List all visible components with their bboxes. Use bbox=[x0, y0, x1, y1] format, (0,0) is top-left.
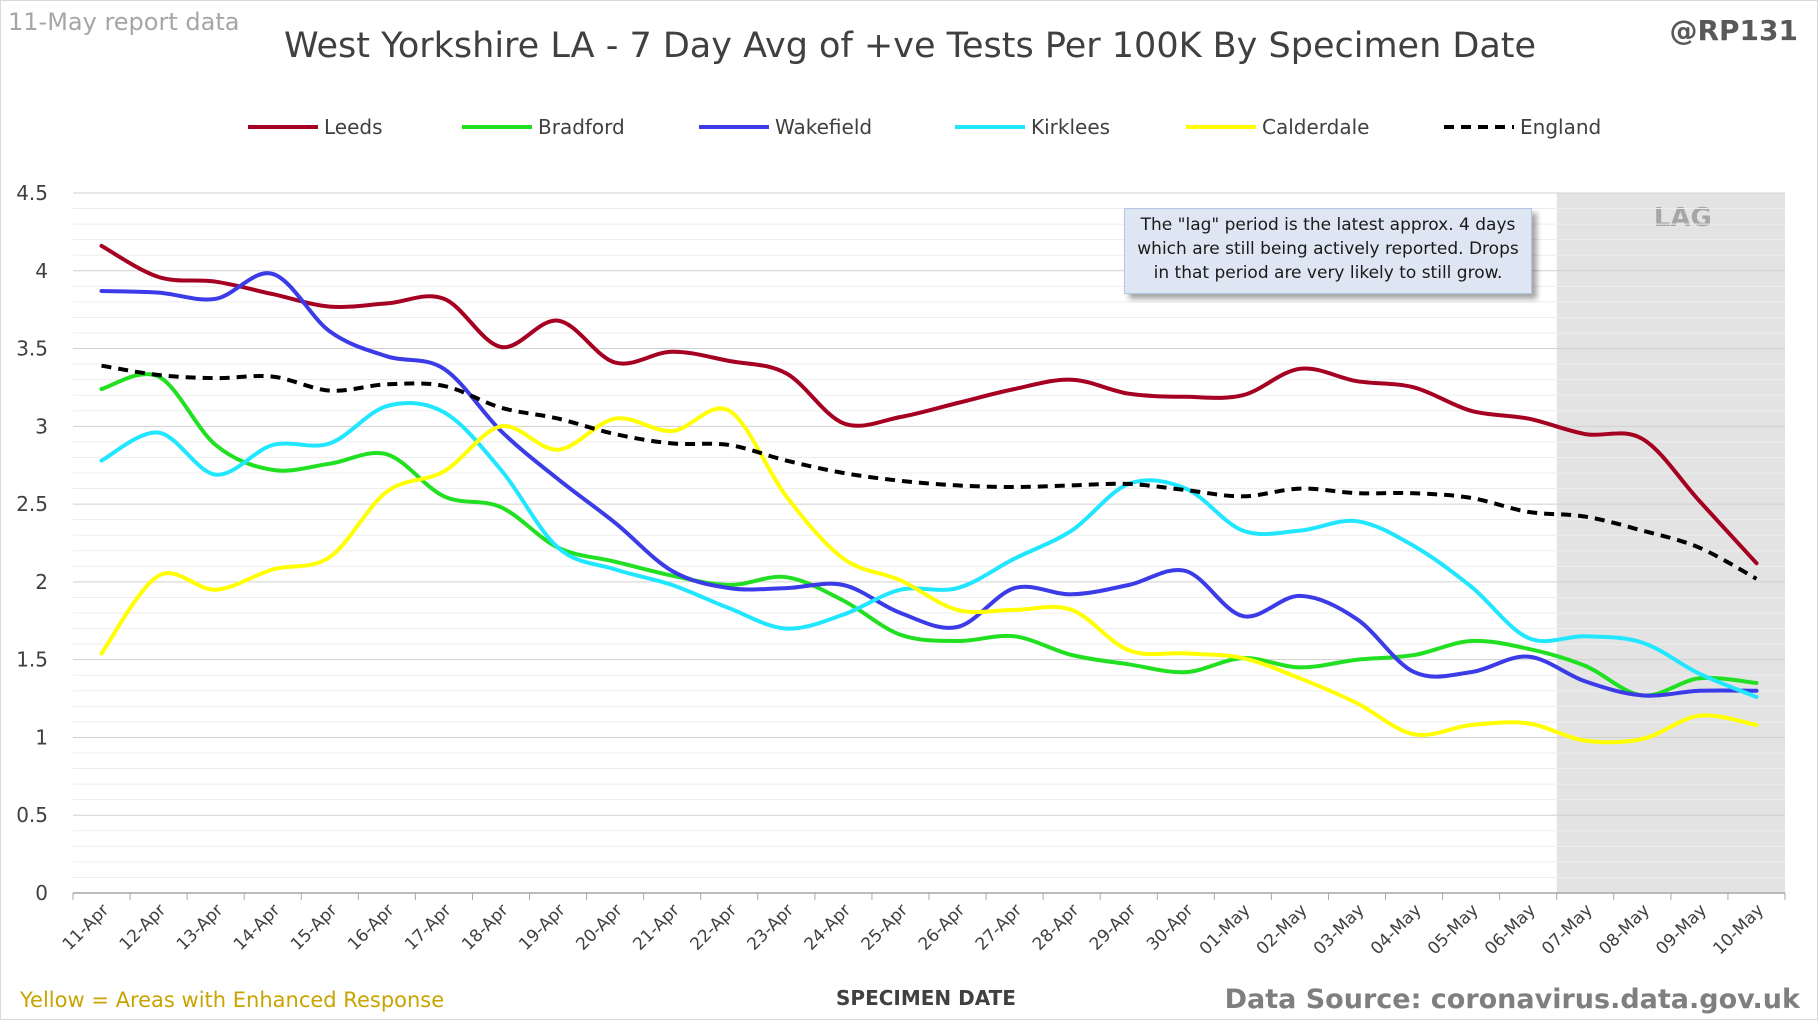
x-tick-label: 26-Apr bbox=[915, 900, 969, 954]
lag-note-callout: The "lag" period is the latest approx. 4… bbox=[1124, 208, 1532, 294]
y-tick-label: 0.5 bbox=[16, 803, 48, 827]
x-tick-label: 02-May bbox=[1253, 900, 1312, 959]
x-tick-label: 24-Apr bbox=[801, 900, 855, 954]
x-tick-label: 22-Apr bbox=[686, 900, 740, 954]
x-tick-label: 04-May bbox=[1367, 900, 1426, 959]
x-tick-label: 09-May bbox=[1652, 900, 1711, 959]
legend-label-leeds: Leeds bbox=[324, 115, 383, 139]
x-tick-label: 20-Apr bbox=[572, 900, 626, 954]
y-tick-label: 1.5 bbox=[16, 648, 48, 672]
lag-label: LAG bbox=[1654, 203, 1712, 233]
lag-region-layer: LAG bbox=[1556, 193, 1785, 893]
x-tick-label: 21-Apr bbox=[629, 900, 683, 954]
x-tick-label: 06-May bbox=[1481, 900, 1540, 959]
y-tick-label: 2 bbox=[35, 570, 48, 594]
y-tick-label: 3 bbox=[35, 414, 48, 438]
gridlines-layer bbox=[73, 192, 1785, 894]
y-tick-label: 4 bbox=[35, 259, 48, 283]
legend-label-england: England bbox=[1520, 115, 1601, 139]
series-lines-layer bbox=[99, 243, 1759, 745]
author-handle: @RP131 bbox=[1669, 14, 1798, 47]
report-date-label: 11-May report data bbox=[8, 8, 240, 36]
legend-label-calderdale: Calderdale bbox=[1262, 115, 1369, 139]
x-tick-label: 27-Apr bbox=[972, 900, 1026, 954]
y-tick-label: 0 bbox=[35, 881, 48, 905]
footnote: Yellow = Areas with Enhanced Response bbox=[20, 988, 445, 1012]
x-tick-label: 23-Apr bbox=[744, 900, 798, 954]
x-tick-label: 13-Apr bbox=[173, 900, 227, 954]
data-source: Data Source: coronavirus.data.gov.uk bbox=[1224, 984, 1800, 1015]
x-tick-label: 10-May bbox=[1709, 900, 1768, 959]
x-tick-label: 18-Apr bbox=[458, 900, 512, 954]
series-line-kirklees bbox=[99, 400, 1759, 699]
x-tick-label: 03-May bbox=[1310, 900, 1369, 959]
legend-label-kirklees: Kirklees bbox=[1031, 115, 1110, 139]
x-tick-label: 16-Apr bbox=[344, 900, 398, 954]
x-tick-label: 17-Apr bbox=[401, 900, 455, 954]
series-line-wakefield bbox=[99, 271, 1759, 698]
x-tick-label: 29-Apr bbox=[1086, 900, 1140, 954]
x-tick-label: 05-May bbox=[1424, 900, 1483, 959]
chart-title: West Yorkshire LA - 7 Day Avg of +ve Tes… bbox=[283, 26, 1537, 66]
x-tick-label: 11-Apr bbox=[59, 900, 113, 954]
x-tick-label: 25-Apr bbox=[858, 900, 912, 954]
x-tick-label: 01-May bbox=[1196, 900, 1255, 959]
legend-label-bradford: Bradford bbox=[538, 115, 625, 139]
x-tick-label: 28-Apr bbox=[1029, 900, 1083, 954]
y-tick-label: 1 bbox=[35, 725, 48, 749]
y-tick-label: 2.5 bbox=[16, 492, 48, 516]
series-line-england bbox=[101, 363, 1758, 581]
y-tick-label: 4.5 bbox=[16, 181, 48, 205]
x-tick-label: 30-Apr bbox=[1143, 900, 1197, 954]
x-tick-label: 12-Apr bbox=[116, 900, 170, 954]
x-tick-label: 15-Apr bbox=[287, 900, 341, 954]
lag-region bbox=[1556, 193, 1785, 893]
x-tick-label: 08-May bbox=[1595, 900, 1654, 959]
x-tick-label: 19-Apr bbox=[515, 900, 569, 954]
y-tick-label: 3.5 bbox=[16, 337, 48, 361]
series-line-bradford bbox=[99, 372, 1759, 698]
legend-label-wakefield: Wakefield bbox=[775, 115, 872, 139]
legend: Leeds Bradford Wakefield Kirklees Calderdale… bbox=[248, 115, 1601, 139]
series-line-leeds bbox=[99, 243, 1759, 566]
x-axis-label: SPECIMEN DATE bbox=[836, 986, 1016, 1010]
series-line-calderdale bbox=[99, 406, 1759, 745]
x-tick-label: 07-May bbox=[1538, 900, 1597, 959]
x-tick-label: 14-Apr bbox=[230, 900, 284, 954]
